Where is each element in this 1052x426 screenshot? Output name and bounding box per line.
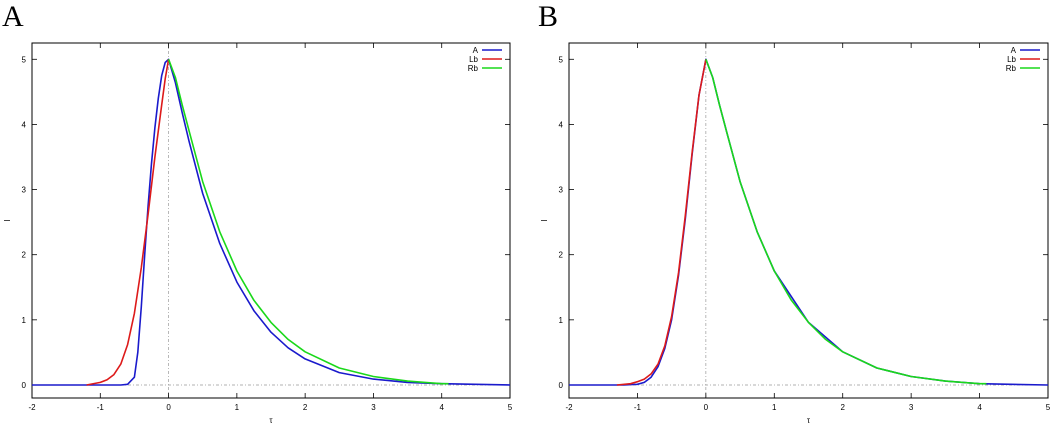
y-tick-label: 2: [559, 251, 564, 260]
x-tick-label: 0: [704, 403, 709, 412]
panel-letter: A: [2, 0, 24, 33]
y-tick-label: 3: [22, 186, 27, 195]
y-tick-label: 3: [559, 186, 564, 195]
x-tick-label: 2: [840, 403, 845, 412]
y-tick-label: 1: [22, 316, 27, 325]
y-axis-label: I: [540, 219, 549, 221]
legend-entry-label: Lb: [1007, 55, 1016, 64]
y-tick-label: 4: [559, 120, 564, 129]
x-tick-label: 3: [909, 403, 914, 412]
legend-entry-label: Lb: [469, 55, 478, 64]
x-tick-label: -1: [634, 403, 642, 412]
panel-a: A -2 -1 0 1 2 3 4 5 0 1 2 3 4 5 τ I A Lb Rb: [2, 0, 513, 425]
panel-b: B -2 -1 0 1 2 3 4 5 0 1 2 3 4 5 τ I A Lb Rb: [536, 0, 1052, 426]
x-tick-label: 0: [166, 403, 171, 412]
y-tick-label: 5: [559, 55, 564, 64]
series-line-a: [569, 58, 1049, 386]
panel-letter: B: [538, 0, 559, 33]
x-tick-label: 4: [977, 403, 982, 412]
x-tick-label: 3: [371, 403, 376, 412]
x-tick-label: 4: [439, 403, 444, 412]
series-line-lb: [86, 59, 170, 386]
y-tick-label: 4: [22, 120, 27, 129]
x-tick-label: 2: [303, 403, 308, 412]
x-tick-label: 5: [1046, 403, 1051, 412]
x-axis-label: τ: [269, 416, 273, 425]
series-line-rb: [705, 59, 987, 385]
plot-frame: [568, 42, 1049, 399]
x-axis-label: τ: [807, 416, 811, 425]
legend-entry-label: Rb: [468, 64, 479, 73]
y-tick-label: 0: [22, 381, 27, 390]
series-line-lb: [616, 59, 707, 386]
series-line-rb: [167, 59, 449, 385]
y-tick-label: 1: [559, 316, 564, 325]
x-tick-label: -2: [565, 403, 573, 412]
y-tick-label: 5: [22, 55, 27, 64]
y-axis-label: I: [3, 219, 12, 221]
series-line-a: [32, 58, 511, 386]
plot-frame: [31, 42, 511, 399]
y-tick-label: 0: [559, 381, 564, 390]
legend-entry-label: A: [1011, 46, 1017, 55]
x-tick-label: 1: [772, 403, 777, 412]
x-tick-label: 1: [235, 403, 240, 412]
x-tick-label: -2: [28, 403, 36, 412]
legend-entry-label: Rb: [1006, 64, 1017, 73]
y-tick-label: 2: [22, 251, 27, 260]
x-tick-label: -1: [97, 403, 105, 412]
legend-entry-label: A: [473, 46, 479, 55]
x-tick-label: 5: [508, 403, 513, 412]
